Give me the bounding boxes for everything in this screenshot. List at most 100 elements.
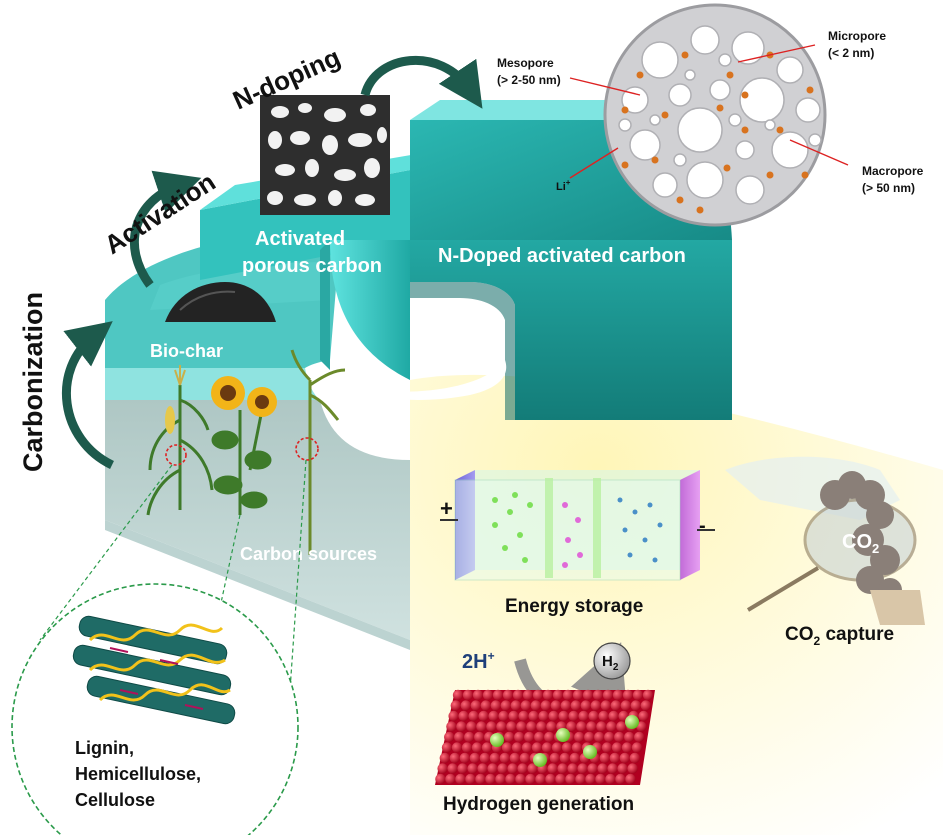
negative-terminal: - (699, 515, 706, 537)
catalyst-atom (525, 773, 536, 785)
catalyst-atom (526, 721, 537, 732)
catalyst-atom (599, 752, 610, 764)
catalyst-atom (551, 742, 563, 753)
energy-storage-device (440, 470, 715, 581)
catalyst-atom (625, 773, 636, 785)
catalyst-atom (605, 773, 616, 785)
catalyst-atom (572, 689, 584, 701)
catalyst-atom (614, 731, 625, 743)
catalyst-atom (609, 752, 620, 764)
carbonization-label: Carbonization (18, 292, 48, 472)
corn-plant (146, 365, 214, 516)
catalyst-atom (588, 710, 599, 722)
catalyst-atom (509, 752, 520, 764)
catalyst-atom (450, 700, 461, 711)
catalyst-atom (466, 721, 477, 732)
macropore-label: Macropore (862, 164, 924, 178)
catalyst-atom (501, 742, 513, 753)
center-cavity (330, 360, 507, 400)
catalyst-atom (507, 763, 518, 774)
lignin-label: Lignin, (75, 738, 134, 758)
catalyst-atom (519, 752, 530, 764)
sunflower-plant (211, 376, 277, 515)
catalyst-atom (574, 731, 585, 743)
catalyst-atom (575, 773, 586, 785)
catalyst-atom (488, 710, 499, 722)
catalyst-atom (545, 773, 556, 785)
catalyst-atom (477, 763, 488, 774)
catalyst-atom (445, 773, 456, 785)
catalyst-atom (479, 752, 490, 764)
catalyst-atom (467, 763, 478, 774)
activated-porous-carbon-label-line2: porous carbon (242, 255, 382, 277)
catalyst-atom (470, 700, 481, 711)
catalyst-atom (502, 689, 514, 701)
catalyst-atom (616, 721, 627, 732)
catalyst-atom (638, 710, 649, 722)
catalyst-atom (612, 689, 624, 701)
catalyst-surface (435, 689, 655, 785)
sugarcane-plant (290, 349, 346, 555)
carbon-sources-label: Carbon sources (240, 544, 377, 564)
hydrogen-generation-label: Hydrogen generation (443, 794, 634, 815)
bio-char-label: Bio-char (150, 341, 223, 361)
activation-arrow (130, 170, 202, 288)
catalyst-atom (622, 689, 634, 701)
catalyst-atom (630, 700, 641, 711)
catalyst-atom (531, 742, 543, 753)
catalyst-atom (490, 700, 501, 711)
catalyst-atom (642, 689, 654, 701)
catalyst-atom (558, 710, 569, 722)
catalyst-atom (577, 763, 588, 774)
catalyst-atom (521, 742, 533, 753)
catalyst-atom (475, 773, 486, 785)
co2-capture-net (725, 456, 925, 625)
catalyst-atom (492, 689, 504, 701)
catalyst-atom (456, 721, 467, 732)
catalyst-atom (462, 689, 474, 701)
catalyst-atom (506, 721, 517, 732)
catalyst-atom (510, 700, 521, 711)
catalyst-atom (596, 721, 607, 732)
catalyst-atom (555, 773, 566, 785)
energy-storage-label: Energy storage (505, 596, 643, 617)
mesopore-label: Mesopore (497, 56, 554, 70)
catalyst-atom (448, 710, 459, 722)
catalyst-atom (584, 731, 595, 743)
bio-char-pile (165, 282, 276, 322)
pore-structure-disk (603, 3, 827, 227)
positive-terminal: + (440, 496, 453, 521)
catalyst-atom (627, 763, 638, 774)
li-ion-pointer (569, 147, 619, 179)
macropore-size: (> 50 nm) (862, 181, 915, 195)
catalyst-atom (444, 731, 455, 743)
catalyst-atom (610, 700, 621, 711)
catalyst-atom (636, 721, 647, 732)
protons-label: 2H+ (462, 649, 495, 673)
catalyst-atom (562, 689, 574, 701)
catalyst-atom (569, 752, 580, 764)
catalyst-atom (535, 773, 546, 785)
porous-carbon-texture (260, 95, 390, 215)
catalyst-atom (449, 752, 460, 764)
catalyst-atom (471, 742, 483, 753)
catalyst-atom (594, 731, 605, 743)
catalyst-atom (481, 742, 493, 753)
co2-capture-label: CO2 capture (785, 624, 894, 648)
catalyst-atom (496, 721, 507, 732)
catalyst-atom (532, 689, 544, 701)
catalyst-atom (474, 731, 485, 743)
catalyst-atom (640, 700, 651, 711)
catalyst-atom (504, 731, 515, 743)
catalyst-atom (452, 689, 464, 701)
catalyst-atom (518, 710, 529, 722)
catalyst-atom (522, 689, 534, 701)
catalyst-atom (454, 731, 465, 743)
catalyst-atom (560, 700, 571, 711)
catalyst-atom (459, 752, 470, 764)
catalyst-atom (586, 721, 597, 732)
catalyst-atom (597, 763, 608, 774)
catalyst-atom (607, 763, 618, 774)
